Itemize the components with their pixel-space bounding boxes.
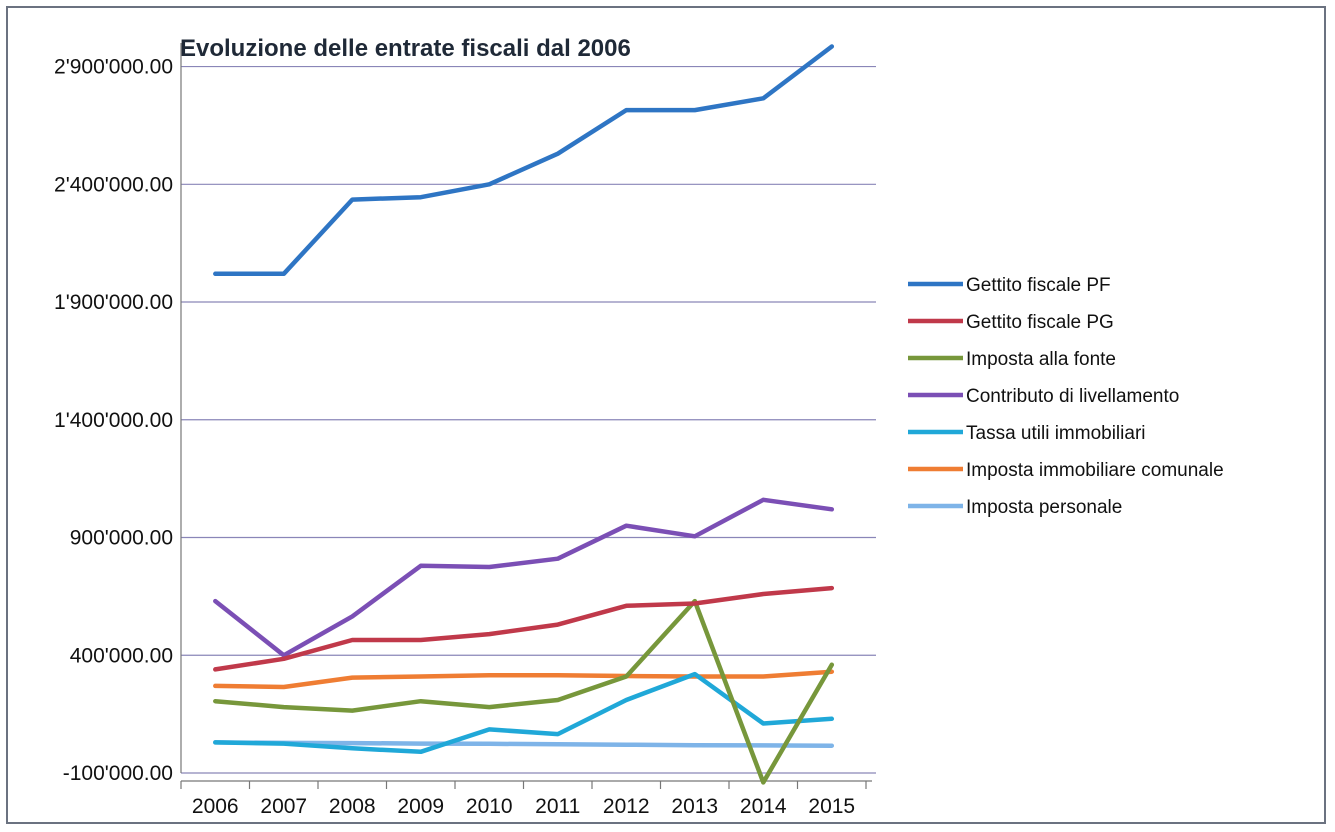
series-line-imposta-immobiliare-comunale <box>213 669 835 690</box>
line-chart: -100'000.00 400'000.00 900'000.00 1'400'000… <box>54 35 1224 818</box>
y-tick-label: 2'900'000.00 <box>54 56 173 79</box>
y-tick-label: 1'900'000.00 <box>54 291 173 314</box>
series-line-imposta-alla-fonte <box>213 598 835 785</box>
grid-lines <box>181 65 876 774</box>
chart-title: Evoluzione delle entrate fiscali dal 200… <box>180 35 631 62</box>
legend-label: Tassa utili immobiliari <box>966 423 1146 444</box>
y-tick-label: -100'000.00 <box>63 762 173 785</box>
legend-label: Contributo di livellamento <box>966 386 1179 407</box>
x-tick-label: 2011 <box>535 795 580 818</box>
legend-label: Gettito fiscale PF <box>966 275 1111 296</box>
x-tick-label: 2010 <box>466 795 513 818</box>
y-tick-label: 2'400'000.00 <box>54 173 173 196</box>
series-line-tassa-utili-immobiliari <box>213 671 835 755</box>
x-tick-label: 2012 <box>603 795 650 818</box>
legend-label: Gettito fiscale PG <box>966 312 1114 333</box>
x-tick-label: 2009 <box>397 795 444 818</box>
legend-label: Imposta personale <box>966 497 1122 518</box>
x-tick-label: 2007 <box>260 795 307 818</box>
x-tick-label: 2013 <box>671 795 718 818</box>
x-tick-label: 2015 <box>808 795 855 818</box>
y-tick-label: 1'400'000.00 <box>54 409 173 432</box>
series-lines <box>213 44 835 785</box>
x-tick-label: 2014 <box>740 795 787 818</box>
series-line-contributo-di-livellamento <box>213 497 835 658</box>
legend: Gettito fiscale PF Gettito fiscale PG Impo… <box>908 275 1224 518</box>
legend-label: Imposta alla fonte <box>966 349 1116 370</box>
series-line-gettito-fiscale-pf <box>213 44 835 277</box>
y-tick-label: 400'000.00 <box>70 644 173 667</box>
series-line-imposta-personale <box>213 740 835 748</box>
x-tick-label: 2006 <box>192 795 239 818</box>
y-tick-label: 900'000.00 <box>70 527 173 550</box>
axes: -100'000.00 400'000.00 900'000.00 1'400'000… <box>54 43 872 818</box>
series-line-gettito-fiscale-pg <box>213 585 835 672</box>
legend-label: Imposta immobiliare comunale <box>966 460 1224 481</box>
chart-frame: -100'000.00 400'000.00 900'000.00 1'400'000… <box>6 6 1326 824</box>
x-tick-label: 2008 <box>329 795 376 818</box>
